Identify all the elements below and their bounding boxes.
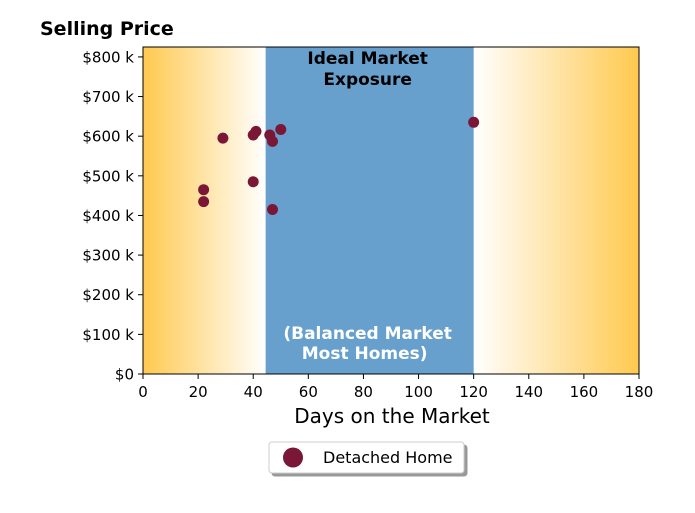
x-tick-label: 120 bbox=[459, 383, 488, 401]
chart-title: Selling Price bbox=[40, 18, 174, 40]
right-gradient-region bbox=[473, 47, 639, 374]
ideal-exposure-band bbox=[265, 47, 474, 374]
legend: Detached Home bbox=[268, 441, 465, 474]
x-tick-label: 140 bbox=[514, 383, 543, 401]
data-point bbox=[198, 184, 210, 196]
y-tick-label: $400 k bbox=[82, 207, 134, 225]
data-point bbox=[247, 176, 259, 188]
y-tick-label: $800 k bbox=[82, 48, 134, 66]
data-point bbox=[275, 123, 287, 135]
x-tick-label: 80 bbox=[354, 383, 373, 401]
y-tick-label: $700 k bbox=[82, 88, 134, 106]
data-point bbox=[468, 116, 480, 128]
band-label-top-line-2: Exposure bbox=[323, 70, 412, 90]
x-tick-label: 0 bbox=[138, 383, 148, 401]
x-axis: 0 20 40 60 80 100 120 140 160 180 bbox=[138, 374, 653, 401]
y-tick-label: $0 bbox=[115, 366, 134, 384]
data-point bbox=[198, 196, 210, 208]
y-tick-label: $500 k bbox=[82, 167, 134, 185]
band-label-top-line-1: Ideal Market bbox=[307, 49, 428, 69]
x-tick-label: 20 bbox=[189, 383, 208, 401]
band-label-bottom-line-1: (Balanced Market bbox=[283, 324, 452, 344]
y-tick-label: $300 k bbox=[82, 247, 134, 265]
x-tick-label: 40 bbox=[244, 383, 263, 401]
x-tick-label: 160 bbox=[570, 383, 599, 401]
y-tick-label: $100 k bbox=[82, 326, 134, 344]
band-label-bottom-line-2: Most Homes) bbox=[302, 344, 428, 364]
x-tick-label: 100 bbox=[404, 383, 433, 401]
plot-frame bbox=[142, 46, 640, 375]
y-tick-label: $200 k bbox=[82, 286, 134, 304]
y-tick-label: $600 k bbox=[82, 128, 134, 146]
data-point bbox=[267, 204, 279, 216]
left-gradient-region bbox=[143, 47, 266, 374]
legend-label: Detached Home bbox=[323, 448, 453, 467]
plot-area: Ideal Market Exposure (Balanced Market M… bbox=[142, 46, 640, 375]
legend-box bbox=[268, 441, 465, 474]
legend-marker bbox=[283, 447, 303, 468]
data-point bbox=[250, 125, 262, 137]
y-axis: $0 $100 k $200 k $300 k $400 k $500 k $600 k $7… bbox=[82, 48, 143, 384]
data-points bbox=[198, 116, 480, 216]
data-point bbox=[267, 135, 279, 147]
data-point bbox=[217, 132, 229, 144]
x-axis-title: Days on the Market bbox=[294, 404, 490, 428]
x-tick-label: 180 bbox=[625, 383, 654, 401]
x-tick-label: 60 bbox=[299, 383, 318, 401]
